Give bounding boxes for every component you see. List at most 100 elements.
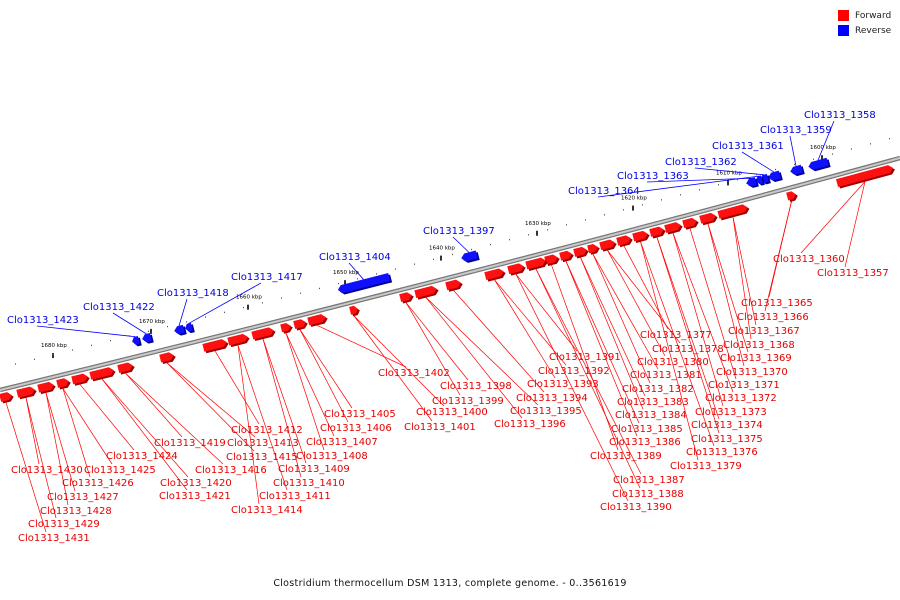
forward-leader [237,345,260,505]
forward-leader [732,216,757,326]
forward-gene-label: Clo1313_1415 [226,452,298,463]
gene-body [484,268,504,281]
reverse-gene-label: Clo1313_1404 [319,252,391,263]
forward-gene-label: Clo1313_1376 [686,447,758,458]
gene-body [293,319,306,329]
forward-gene-label: Clo1313_1421 [159,491,231,502]
gene-body [599,239,615,251]
minor-tick [300,292,301,294]
forward-leader [425,297,523,419]
gene-body [71,373,88,385]
forward-leader [79,384,135,451]
minor-tick [319,287,320,290]
reverse-leader [188,282,262,324]
forward-gene-label: Clo1313_1367 [728,326,800,337]
minor-tick [186,321,187,323]
reverse-gene [337,273,393,295]
gene-body [461,250,478,262]
forward-leader [672,232,734,393]
forward-swatch [838,10,849,21]
forward-gene [293,319,308,331]
minor-tick [870,143,871,145]
forward-leader [515,274,629,502]
forward-gene [786,191,798,202]
gene-body [559,250,572,261]
minor-tick [509,239,510,241]
forward-gene-label: Clo1313_1411 [259,491,331,502]
forward-gene-label: Clo1313_1391 [549,352,621,363]
reverse-gene [461,250,480,263]
forward-gene-label: Clo1313_1407 [306,437,378,448]
forward-gene-label: Clo1313_1393 [527,379,599,390]
reverse-leader [817,120,835,161]
reverse-gene-label: Clo1313_1418 [157,288,229,299]
minor-tick [699,189,700,191]
minor-tick [110,340,111,342]
minor-tick [53,354,54,356]
tick-mark [821,155,823,161]
forward-leader [515,273,578,352]
reverse-leader [112,312,147,335]
minor-tick [661,199,662,201]
reverse-genes [132,157,831,347]
gene-body [525,257,546,270]
forward-gene [16,386,37,400]
minor-tick [585,219,586,221]
gene-body [682,217,697,229]
tick-mark [150,328,152,334]
gene-body [337,273,391,293]
forward-leader [623,245,669,330]
forward-gene-label: Clo1313_1369 [720,353,792,364]
reverse-gene-label: Clo1313_1397 [423,226,495,237]
forward-gene [649,226,666,239]
minor-tick [224,311,225,313]
forward-gene-label: Clo1313_1428 [40,506,112,517]
tick-mark [52,353,54,359]
forward-gene-label: Clo1313_1375 [691,434,763,445]
forward-leader [707,223,745,367]
reverse-leader [597,175,760,198]
forward-leader [214,350,260,425]
forward-leader [25,397,40,465]
forward-leader [62,388,113,465]
forward-gene [37,381,56,395]
forward-gene [573,246,589,259]
forward-leader [607,250,666,357]
forward-gene [117,362,135,375]
tick-label: 1660 kbp [236,295,262,301]
forward-leader [62,388,91,478]
reverse-swatch [838,25,849,36]
minor-tick [376,273,377,275]
forward-gene-label: Clo1313_1381 [630,370,702,381]
forward-gene-label: Clo1313_1366 [737,312,809,323]
forward-gene [632,230,650,243]
minor-tick [547,229,548,231]
forward-gene [559,250,574,263]
forward-gene-label: Clo1313_1430 [11,465,83,476]
forward-leader [607,250,681,344]
gene-body [808,157,829,170]
forward-leader [732,217,752,340]
forward-leader [125,372,183,438]
forward-gene [251,327,276,342]
gene-body [632,230,648,242]
forward-leader [166,362,256,438]
reverse-gene [746,177,759,188]
forward-gene [616,235,633,248]
tick-label: 1620 kbp [621,196,647,202]
forward-gene-label: Clo1313_1405 [324,409,396,420]
tick-label: 1640 kbp [429,246,455,252]
backbone-line [0,157,900,391]
forward-gene-label: Clo1313_1357 [817,268,889,279]
reverse-gene-label: Clo1313_1417 [231,272,303,283]
forward-gene-label: Clo1313_1412 [231,425,303,436]
forward-gene [525,257,548,271]
gene-body [790,164,803,175]
forward-gene [0,392,14,404]
forward-leader [353,315,445,407]
minor-tick [604,214,605,216]
forward-gene-label: Clo1313_1384 [615,410,687,421]
minor-tick [167,325,168,328]
forward-gene-label: Clo1313_1377 [640,330,712,341]
forward-gene [682,217,699,230]
